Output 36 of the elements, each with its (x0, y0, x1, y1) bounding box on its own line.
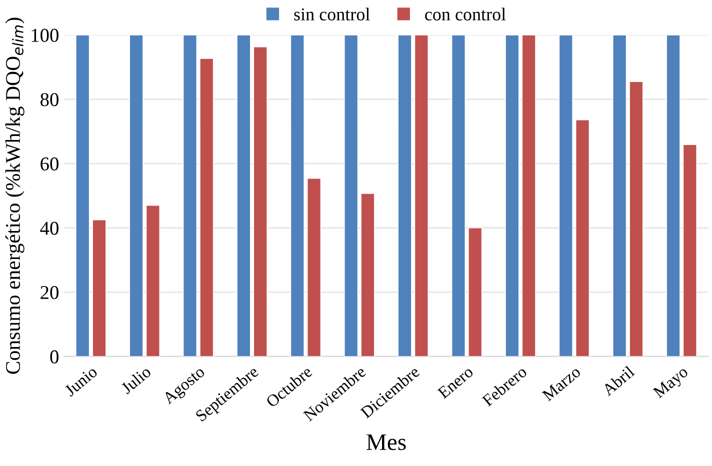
bar (236, 34, 251, 356)
x-tick-label: Junio (64, 366, 98, 397)
bar (575, 119, 590, 356)
bar (75, 34, 90, 356)
bar (666, 34, 680, 356)
legend-label: con control (425, 8, 506, 20)
y-tick-label: 100 (32, 28, 58, 42)
y-axis-title: Consumo energético (%kWh/kg DQO$_{elim}$) (5, 18, 24, 374)
x-tick-label: Julio (120, 365, 152, 394)
bar (92, 219, 106, 356)
bar (558, 34, 574, 356)
bar (129, 34, 144, 356)
bar (344, 34, 358, 356)
bar (629, 81, 644, 356)
y-tick-label: 20 (40, 286, 58, 300)
bar (612, 34, 627, 356)
y-tick-label: 60 (40, 157, 58, 171)
y-tick-label: 80 (40, 93, 58, 106)
bar (360, 193, 375, 356)
bar (182, 34, 198, 356)
x-axis-title: Mes (366, 434, 406, 450)
bar (468, 227, 482, 356)
bar (682, 144, 698, 356)
bar (505, 34, 520, 356)
bar (398, 34, 412, 356)
legend-label: sin control (294, 8, 370, 20)
y-tick-label: 40 (40, 222, 58, 235)
bar (522, 34, 536, 356)
bar (451, 34, 466, 356)
bar (306, 178, 322, 356)
y-tick-label: 0 (50, 350, 58, 364)
bar (146, 204, 160, 356)
bar (200, 58, 214, 356)
bar (290, 34, 305, 356)
bar (253, 46, 268, 356)
bar (414, 34, 429, 356)
